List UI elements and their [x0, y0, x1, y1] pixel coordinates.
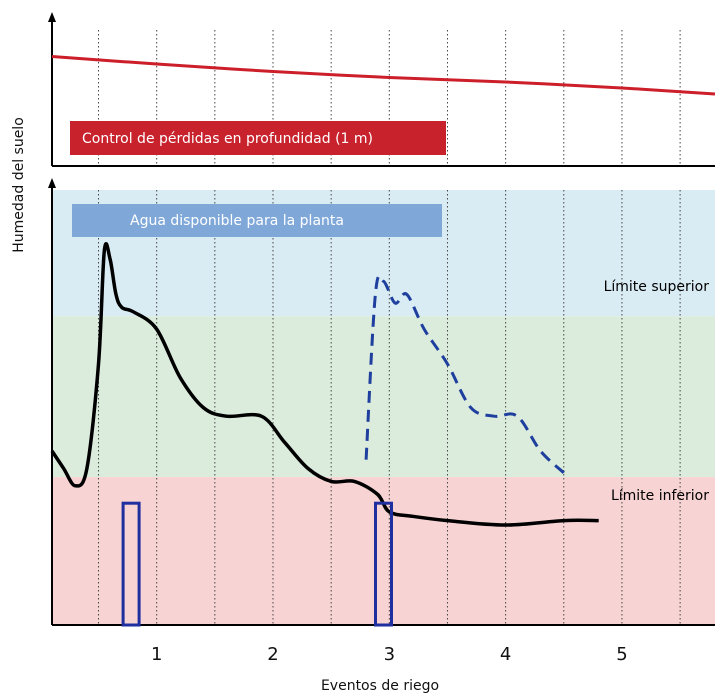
deep-loss-line — [51, 55, 716, 96]
y-axis-label: Humedad del suelo — [11, 117, 27, 253]
x-tick-1: 1 — [151, 644, 162, 665]
x-tick-2: 2 — [267, 644, 278, 665]
top-y-arrow-icon — [48, 12, 56, 22]
zone-band-1 — [52, 316, 715, 478]
x-tick-labels: 1 2 3 4 5 — [151, 644, 628, 665]
upper-limit-label: Límite superior — [604, 279, 710, 295]
x-tick-4: 4 — [500, 644, 511, 665]
soil-moisture-series — [50, 242, 599, 527]
x-tick-5: 5 — [616, 644, 627, 665]
moisture-zones — [52, 190, 715, 625]
bottom-y-arrow-icon — [48, 178, 56, 188]
irrigation-bar-2 — [374, 501, 393, 627]
available-water-label-box — [72, 204, 442, 237]
available-water-label: Agua disponible para la planta — [130, 213, 344, 229]
x-axis-label: Eventos de riego — [321, 678, 439, 694]
deep-loss-label-box — [70, 121, 446, 155]
x-tick-3: 3 — [384, 644, 395, 665]
irrigation-bar-1 — [121, 501, 141, 627]
lower-limit-label: Límite inferior — [611, 488, 709, 504]
irrigation-events — [121, 501, 393, 627]
deep-loss-label: Control de pérdidas en profundidad (1 m) — [82, 131, 373, 147]
